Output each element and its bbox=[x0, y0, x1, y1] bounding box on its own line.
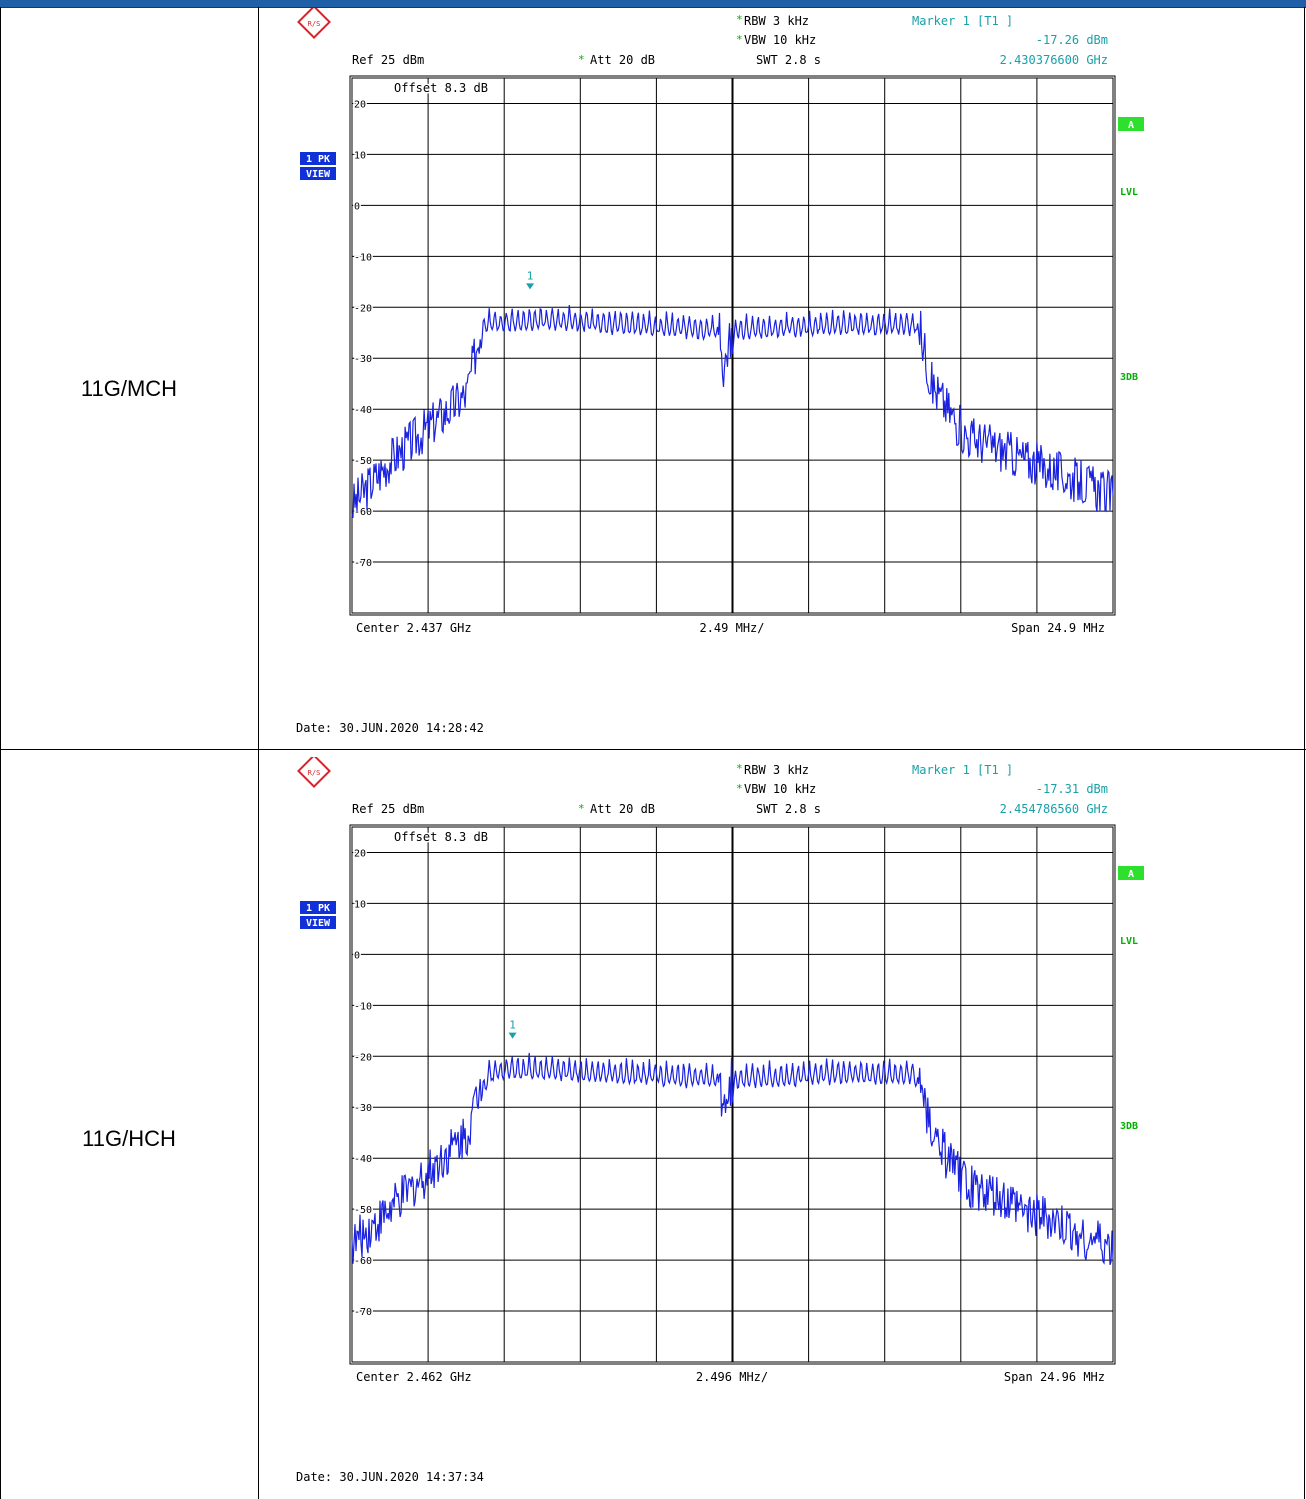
y-tick-label: 0 bbox=[354, 201, 360, 212]
marker-title: Marker 1 [T1 ] bbox=[912, 14, 1013, 28]
y-tick-label: -10 bbox=[354, 1001, 372, 1012]
spectrum-panel-mch: R/S * * * RBW 3 kHz VBW 10 kHz SWT 2.8 s Ref 25… bbox=[270, 8, 1150, 735]
table-border-right bbox=[1304, 7, 1305, 1499]
y-tick-label: -50 bbox=[354, 456, 372, 467]
spectrum-trace bbox=[351, 1052, 1114, 1265]
threedb-label: 3DB bbox=[1120, 1121, 1138, 1132]
trace-a-text: A bbox=[1128, 869, 1134, 880]
trace-a-badge bbox=[1118, 117, 1144, 131]
attenuation-label: Att 20 dB bbox=[590, 802, 655, 816]
y-tick-label: -60 bbox=[354, 507, 372, 518]
rs-logo-icon: R/S bbox=[297, 757, 331, 788]
header-bar bbox=[0, 0, 1306, 8]
vbw-label: VBW 10 kHz bbox=[744, 782, 816, 796]
span-label: Span 24.9 MHz bbox=[1011, 621, 1105, 635]
spectrum-panel-hch: R/S * * * RBW 3 kHz VBW 10 kHz SWT 2.8 s Ref 25… bbox=[270, 757, 1150, 1484]
marker-number: 1 bbox=[527, 269, 534, 282]
trace-a-badge bbox=[1118, 866, 1144, 880]
table-border-left bbox=[0, 7, 1, 1499]
marker-frequency: 2.454786560 GHz bbox=[1000, 802, 1108, 816]
rbw-star: * bbox=[736, 762, 743, 775]
marker-frequency: 2.430376600 GHz bbox=[1000, 53, 1108, 67]
vbw-label: VBW 10 kHz bbox=[744, 33, 816, 47]
center-frequency-label: Center 2.462 GHz bbox=[356, 1370, 472, 1384]
span-label: Span 24.96 MHz bbox=[1004, 1370, 1105, 1384]
header-stars: * * * bbox=[578, 762, 743, 815]
att-star: * bbox=[578, 802, 585, 815]
table-column-divider bbox=[258, 7, 259, 1499]
center-frequency-label: Center 2.437 GHz bbox=[356, 621, 472, 635]
marker-title: Marker 1 [T1 ] bbox=[912, 763, 1013, 777]
y-tick-label: -40 bbox=[354, 1154, 372, 1165]
row-label-mch: 11G/MCH bbox=[80, 376, 178, 401]
y-tick-label: -70 bbox=[354, 1307, 372, 1318]
y-tick-label: -70 bbox=[354, 558, 372, 569]
header-stars: * * * bbox=[578, 13, 743, 66]
swt-label: SWT 2.8 s bbox=[756, 802, 821, 816]
pk-badge-text: 1 PK bbox=[306, 154, 330, 165]
y-tick-label: -30 bbox=[354, 1103, 372, 1114]
offset-label: Offset 8.3 dB bbox=[394, 81, 488, 95]
y-tick-label: -50 bbox=[354, 1205, 372, 1216]
table-row-divider bbox=[0, 749, 1306, 750]
y-tick-label: -30 bbox=[354, 354, 372, 365]
vbw-star: * bbox=[736, 33, 743, 46]
attenuation-label: Att 20 dB bbox=[590, 53, 655, 67]
per-division-label: 2.496 MHz/ bbox=[696, 1370, 768, 1384]
pk-badge bbox=[300, 152, 336, 165]
rs-logo-icon: R/S bbox=[297, 8, 331, 39]
vbw-star: * bbox=[736, 782, 743, 795]
y-tick-label: -10 bbox=[354, 252, 372, 263]
att-star: * bbox=[578, 53, 585, 66]
rbw-label: RBW 3 kHz bbox=[744, 763, 809, 777]
marker-triangle-icon bbox=[526, 283, 535, 290]
marker-level: -17.26 dBm bbox=[1036, 33, 1108, 47]
plot-outer-frame bbox=[349, 75, 1116, 616]
view-badge bbox=[300, 167, 336, 180]
offset-label: Offset 8.3 dB bbox=[394, 830, 488, 844]
y-tick-label: 20 bbox=[354, 848, 366, 859]
spectrum-trace bbox=[351, 304, 1114, 518]
plot-outer-frame bbox=[349, 824, 1116, 1365]
grid-lines bbox=[352, 78, 1113, 613]
y-tick-label: -20 bbox=[354, 1052, 372, 1063]
y-tick-label: -20 bbox=[354, 303, 372, 314]
marker-number: 1 bbox=[509, 1019, 516, 1032]
pk-badge-text: 1 PK bbox=[306, 903, 330, 914]
marker-triangle-icon bbox=[508, 1032, 517, 1039]
threedb-label: 3DB bbox=[1120, 372, 1138, 383]
lvl-label: LVL bbox=[1120, 187, 1138, 198]
view-badge-text: VIEW bbox=[306, 918, 331, 929]
y-tick-label: 20 bbox=[354, 99, 366, 110]
per-division-label: 2.49 MHz/ bbox=[699, 621, 764, 635]
rbw-star: * bbox=[736, 13, 743, 26]
grid-lines bbox=[352, 827, 1113, 1362]
view-badge-text: VIEW bbox=[306, 169, 331, 180]
view-badge bbox=[300, 916, 336, 929]
date-label: Date: 30.JUN.2020 14:28:42 bbox=[296, 721, 484, 735]
y-tick-label: 10 bbox=[354, 899, 366, 910]
lvl-label: LVL bbox=[1120, 936, 1138, 947]
pk-badge bbox=[300, 901, 336, 914]
rs-logo-text: R/S bbox=[308, 20, 321, 28]
y-tick-label: 10 bbox=[354, 150, 366, 161]
ref-level-label: Ref 25 dBm bbox=[352, 53, 424, 67]
rs-logo-text: R/S bbox=[308, 769, 321, 777]
ref-level-label: Ref 25 dBm bbox=[352, 802, 424, 816]
y-tick-label: -40 bbox=[354, 405, 372, 416]
marker-level: -17.31 dBm bbox=[1036, 782, 1108, 796]
y-tick-label: 0 bbox=[354, 950, 360, 961]
trace-a-text: A bbox=[1128, 120, 1134, 131]
y-tick-label: -60 bbox=[354, 1256, 372, 1267]
rbw-label: RBW 3 kHz bbox=[744, 14, 809, 28]
row-label-hch: 11G/HCH bbox=[82, 1126, 176, 1151]
date-label: Date: 30.JUN.2020 14:37:34 bbox=[296, 1470, 484, 1484]
swt-label: SWT 2.8 s bbox=[756, 53, 821, 67]
